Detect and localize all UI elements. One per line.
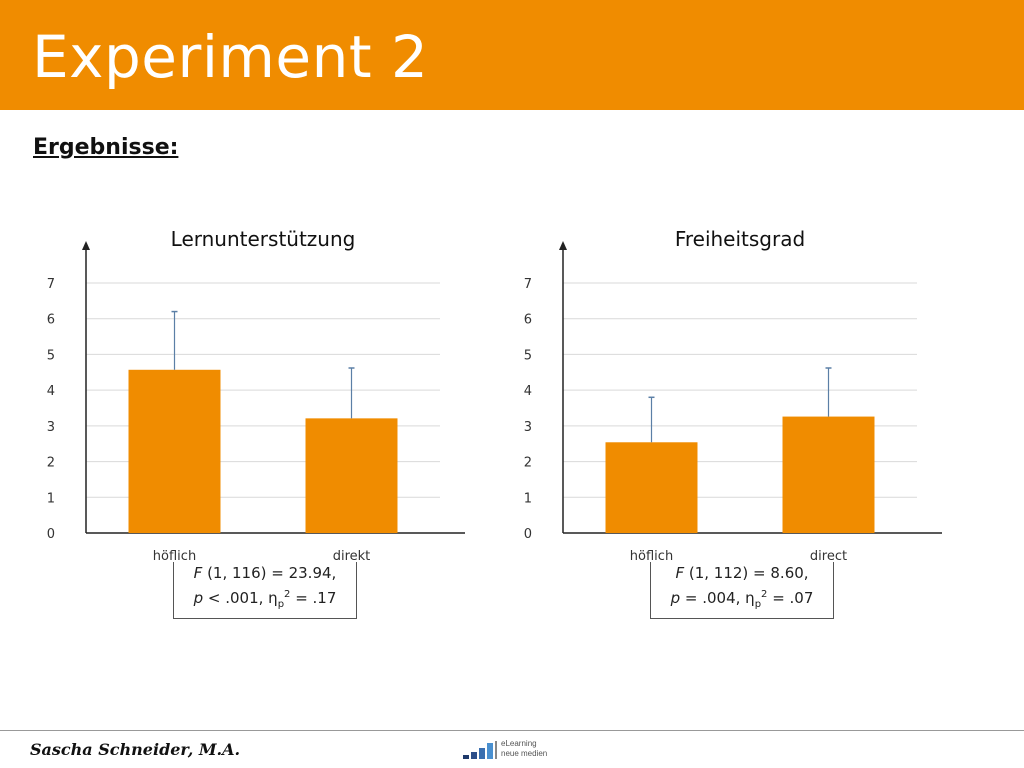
y-tick-label: 3 xyxy=(47,420,55,435)
stat-p-label: p xyxy=(670,589,681,607)
footer-divider xyxy=(0,730,1024,731)
chart-title: Freiheitsgrad xyxy=(675,227,805,251)
y-tick-label: 4 xyxy=(524,384,532,399)
elearning-logo-icon xyxy=(463,741,497,759)
y-tick-label: 2 xyxy=(47,456,55,471)
y-tick-label: 5 xyxy=(47,348,55,363)
logo-text: eLearning neue medien xyxy=(501,739,547,759)
slide-title: Experiment 2 xyxy=(32,23,429,91)
stat-p-value: < .001, η xyxy=(203,589,278,607)
y-tick-label: 5 xyxy=(524,348,532,363)
y-tick-label: 6 xyxy=(47,313,55,328)
section-label: Ergebnisse: xyxy=(33,135,179,160)
stat-line-1: F (1, 116) = 23.94, xyxy=(174,562,356,584)
bar xyxy=(128,369,221,533)
stat-box-lernunterstuetzung: F (1, 116) = 23.94, p < .001, ηp2 = .17 xyxy=(173,562,357,619)
stat-eta-value: = .07 xyxy=(767,589,814,607)
chart-freiheitsgrad: Freiheitsgrad 0 1 2 3 4 5 6 7 höflich direct xyxy=(524,227,942,564)
stat-f-value: (1, 116) = 23.94, xyxy=(202,564,337,582)
chart-lernunterstuetzung: Lernunterstützung 0 1 2 3 4 5 6 7 höflich direkt xyxy=(47,227,465,564)
stat-eta-sup: 2 xyxy=(284,589,291,600)
x-tick-label: direct xyxy=(810,549,847,564)
y-tick-label: 4 xyxy=(47,384,55,399)
x-tick-label: höflich xyxy=(630,549,673,564)
logo-line-2: neue medien xyxy=(501,749,548,758)
stat-p-value: = .004, η xyxy=(680,589,755,607)
stat-line-2: p < .001, ηp2 = .17 xyxy=(174,584,356,616)
y-tick-label: 2 xyxy=(524,456,532,471)
y-tick-label: 7 xyxy=(47,277,55,292)
y-axis-arrow xyxy=(82,241,90,250)
stat-f-label: F xyxy=(193,564,203,582)
y-tick-label: 7 xyxy=(524,277,532,292)
x-tick-label: direkt xyxy=(333,549,371,564)
stat-eta-sup: 2 xyxy=(761,589,768,600)
stat-f-label: F xyxy=(675,564,685,582)
header-bar xyxy=(0,0,1024,110)
y-tick-label: 1 xyxy=(47,491,55,506)
y-tick-label: 6 xyxy=(524,313,532,328)
chart-title: Lernunterstützung xyxy=(171,227,356,251)
y-tick-label: 0 xyxy=(47,527,55,542)
x-tick-label: höflich xyxy=(153,549,196,564)
footer-author: Sascha Schneider, M.A. xyxy=(30,740,241,759)
stat-eta-sub: p xyxy=(754,599,762,610)
stat-f-value: (1, 112) = 8.60, xyxy=(684,564,809,582)
bar xyxy=(605,442,698,533)
stat-line-1: F (1, 112) = 8.60, xyxy=(651,562,833,584)
stat-line-2: p = .004, ηp2 = .07 xyxy=(651,584,833,616)
y-tick-label: 1 xyxy=(524,491,532,506)
logo-line-1: eLearning xyxy=(501,739,537,748)
y-axis-arrow xyxy=(559,241,567,250)
bar xyxy=(782,416,875,533)
y-tick-label: 3 xyxy=(524,420,532,435)
stat-p-label: p xyxy=(193,589,204,607)
bar xyxy=(305,418,398,533)
stat-box-freiheitsgrad: F (1, 112) = 8.60, p = .004, ηp2 = .07 xyxy=(650,562,834,619)
y-tick-label: 0 xyxy=(524,527,532,542)
stat-eta-value: = .17 xyxy=(290,589,337,607)
stat-eta-sub: p xyxy=(277,599,285,610)
